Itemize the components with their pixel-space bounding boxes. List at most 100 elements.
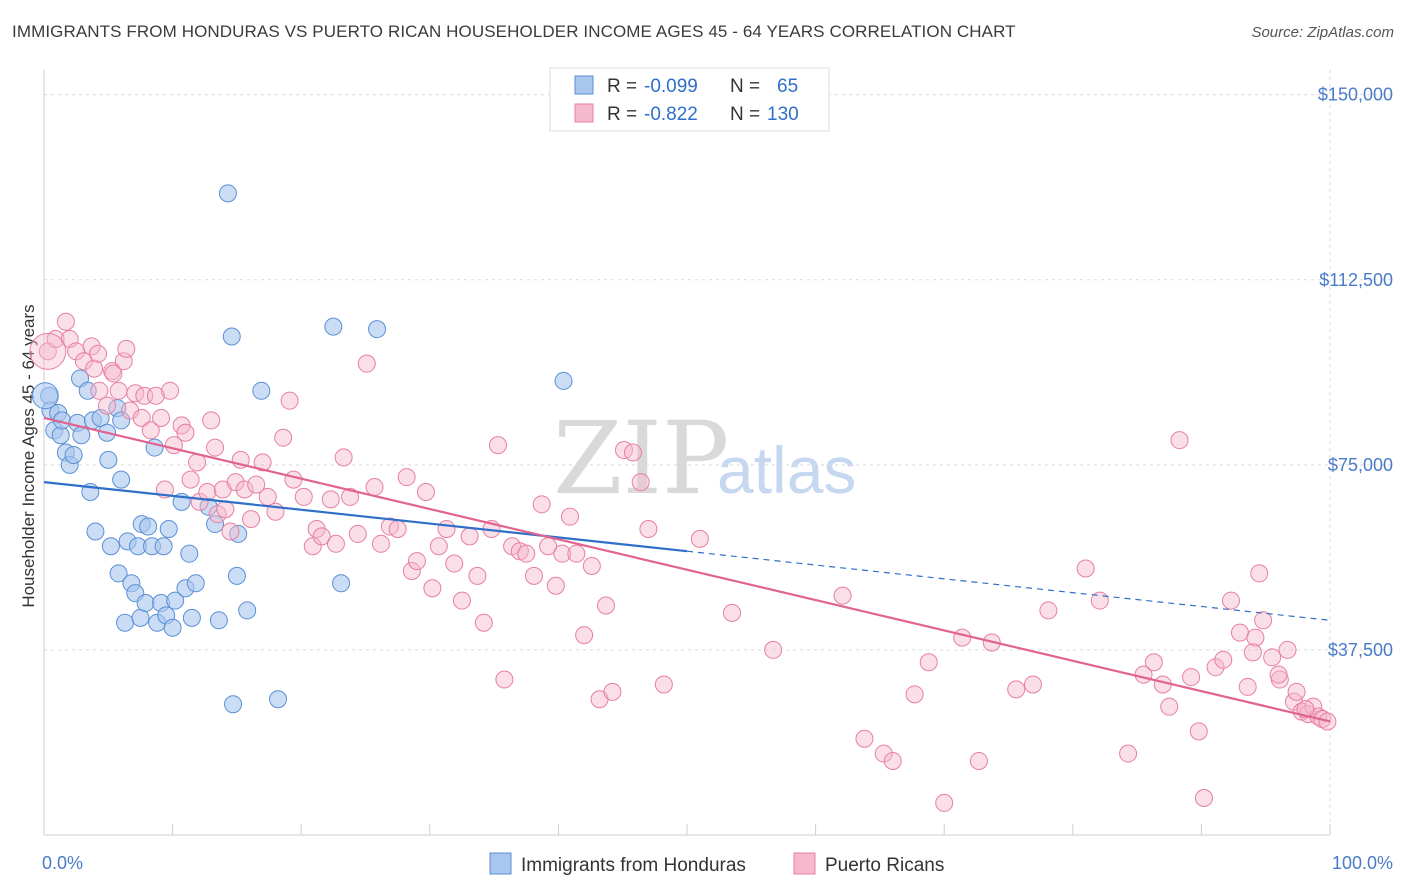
data-point-puerto-rican [452,591,471,610]
data-point-honduras [218,184,237,203]
data-point-puerto-rican [560,507,579,526]
series-honduras-points [31,184,573,714]
x-tick-label: 100.0% [1332,853,1393,873]
data-point-puerto-rican [152,408,171,427]
data-point-puerto-rican [341,487,360,506]
data-point-puerto-rican [596,596,615,615]
data-point-puerto-rican [690,529,709,548]
data-point-puerto-rican [176,423,195,442]
data-point-puerto-rican [833,586,852,605]
legend-r-label-2: R = [607,104,637,125]
data-point-puerto-rican [723,603,742,622]
data-point-puerto-rican [1214,650,1233,669]
data-point-puerto-rican [98,396,117,415]
data-point-puerto-rican [258,487,277,506]
data-point-honduras [186,574,205,593]
data-point-puerto-rican [321,490,340,509]
data-point-honduras [136,594,155,613]
data-point-puerto-rican [221,522,240,541]
data-point-puerto-rican [1230,623,1249,642]
data-point-puerto-rican [1254,611,1273,630]
data-point-honduras [159,520,178,538]
data-point-puerto-rican [1287,682,1306,701]
legend-r-value-1: -0.099 [644,76,698,97]
data-point-honduras [99,450,118,469]
data-point-puerto-rican [1246,628,1265,647]
y-tick-label: $75,000 [1328,455,1393,475]
data-point-puerto-rican [397,468,416,487]
data-point-puerto-rican [1206,658,1225,677]
data-point-puerto-rican [468,566,487,585]
data-point-honduras [252,381,271,400]
data-point-honduras [324,317,343,336]
data-point-honduras [209,611,228,630]
data-point-puerto-rican [423,579,442,598]
legend-stats-box [549,67,830,132]
series-puerto-rican-points [29,312,1337,812]
data-point-puerto-rican [1296,700,1315,719]
data-point-honduras [554,371,573,390]
data-point-puerto-rican [1189,722,1208,741]
data-point-puerto-rican [546,576,565,595]
data-point-puerto-rican [582,557,601,576]
data-point-puerto-rican [294,487,313,506]
legend-n-label-1: N = [730,76,760,97]
y-tick-label: $37,500 [1328,640,1393,660]
data-point-puerto-rican [117,339,136,358]
data-point-puerto-rican [1023,675,1042,694]
data-point-honduras [109,564,128,583]
data-point-puerto-rican [56,312,75,331]
data-point-honduras [368,320,387,339]
data-point-puerto-rican [495,670,514,689]
data-point-puerto-rican [109,381,128,400]
data-point-puerto-rican [46,329,65,348]
x-tick-label: 0.0% [42,853,83,873]
data-point-puerto-rican [90,381,109,400]
data-point-puerto-rican [1182,668,1201,687]
data-point-honduras [269,690,288,709]
data-point-puerto-rican [1278,640,1297,659]
legend-stats-swatch-blue [574,75,594,95]
data-point-puerto-rican [575,626,594,645]
data-point-puerto-rican [1160,697,1179,716]
data-point-puerto-rican [874,744,893,763]
data-point-honduras [332,574,351,593]
data-point-puerto-rican [1170,431,1189,450]
data-point-honduras [238,601,257,620]
data-point-honduras [166,591,185,610]
axes [43,70,1331,836]
data-point-honduras [139,517,158,536]
data-point-puerto-rican [85,359,104,378]
watermark: ZIP atlas [553,400,856,517]
legend-label-honduras: Immigrants from Honduras [521,855,746,876]
y-axis-label: Householder Income Ages 45 - 64 years [19,304,38,607]
data-point-puerto-rican [1243,643,1262,662]
data-point-puerto-rican [532,495,551,514]
data-point-puerto-rican [553,544,572,563]
data-point-puerto-rican [242,510,261,529]
data-point-puerto-rican [631,473,650,492]
data-point-puerto-rican [206,438,225,457]
data-point-honduras [64,445,83,464]
data-point-honduras [227,566,246,585]
data-point-puerto-rican [402,561,421,580]
data-point-puerto-rican [603,682,622,701]
legend-label-puerto-ricans: Puerto Ricans [825,855,944,876]
legend-swatch-puerto-ricans [793,852,816,875]
data-point-puerto-rican [348,524,367,543]
data-point-puerto-rican [567,544,586,563]
data-point-puerto-rican [334,448,353,467]
data-point-puerto-rican [764,640,783,659]
data-point-puerto-rican [1221,591,1240,610]
data-point-honduras [112,470,131,489]
data-point-honduras [116,613,135,632]
data-point-puerto-rican [371,534,390,553]
legend-swatch-honduras [489,852,512,875]
data-point-puerto-rican [524,566,543,585]
data-point-puerto-rican [104,364,123,383]
data-point-puerto-rican [437,520,456,538]
trend-lines [43,416,1331,723]
data-point-puerto-rican [274,428,293,447]
data-point-honduras [31,382,59,410]
